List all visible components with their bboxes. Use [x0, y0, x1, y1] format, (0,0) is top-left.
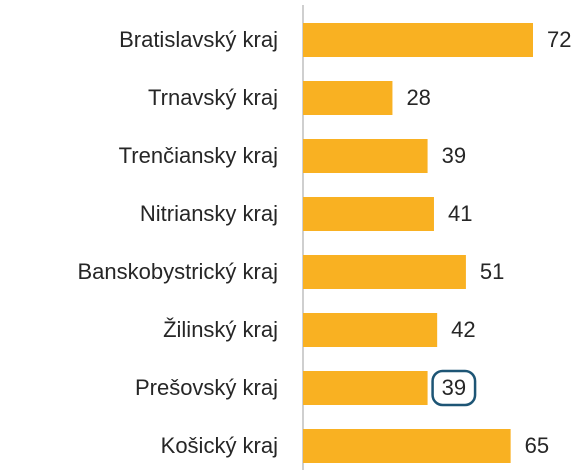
bar [303, 371, 428, 405]
bar [303, 429, 511, 463]
value-label: 65 [525, 433, 549, 458]
bar [303, 139, 428, 173]
category-label: Trenčiansky kraj [119, 143, 278, 168]
bar [303, 313, 438, 347]
bar [303, 197, 434, 231]
category-label: Bratislavský kraj [119, 27, 278, 52]
value-label: 72 [547, 27, 571, 52]
category-label: Nitriansky kraj [140, 201, 278, 226]
bar [303, 81, 393, 115]
value-label: 28 [406, 85, 430, 110]
category-label: Žilinský kraj [163, 317, 278, 342]
value-label: 42 [451, 317, 475, 342]
bar [303, 255, 466, 289]
highlight-box [431, 369, 477, 407]
value-label: 41 [448, 201, 472, 226]
bar [303, 23, 533, 57]
value-label: 39 [442, 375, 466, 400]
value-label: 39 [442, 143, 466, 168]
category-label: Prešovský kraj [135, 375, 278, 400]
value-label: 51 [480, 259, 504, 284]
category-label: Banskobystrický kraj [77, 259, 278, 284]
category-label: Trnavský kraj [148, 85, 278, 110]
category-label: Košický kraj [161, 433, 278, 458]
